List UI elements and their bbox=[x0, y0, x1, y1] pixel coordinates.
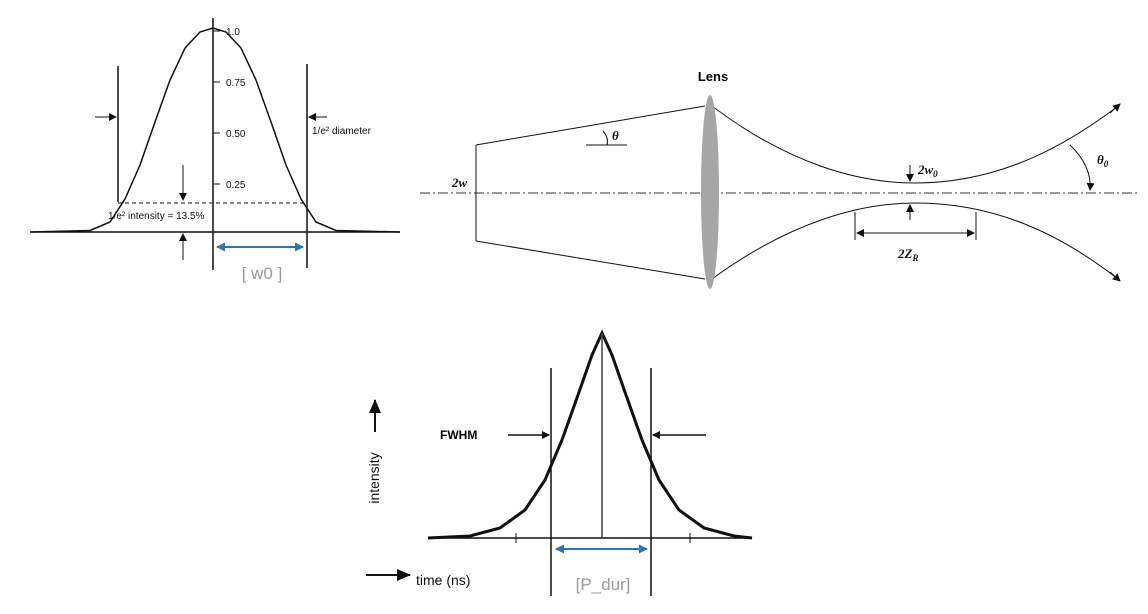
lens-label: Lens bbox=[698, 69, 728, 84]
beam-lower-in bbox=[475, 240, 706, 280]
w0-param: [ w0 ] bbox=[242, 264, 283, 283]
intensity-axis-label: intensity bbox=[366, 452, 382, 503]
beam-upper-in bbox=[475, 105, 706, 146]
diameter-label: 1/e² diameter bbox=[312, 126, 372, 137]
waist-label: 2w0 bbox=[917, 162, 938, 179]
fwhm-label: FWHM bbox=[440, 428, 477, 442]
time-axis-label: time (ns) bbox=[416, 572, 470, 588]
tick-0-50: 0.50 bbox=[226, 129, 246, 140]
tick-0-75: 0.75 bbox=[226, 78, 246, 89]
theta-arc bbox=[602, 130, 608, 146]
divergence-label: θ0 bbox=[1097, 152, 1109, 169]
rayleigh-label: 2ZR bbox=[897, 246, 918, 263]
duration-param: [P_dur] bbox=[576, 575, 631, 594]
beam-2w-label: 2w bbox=[451, 175, 468, 190]
gaussian-beam-profile: 1.0 0.75 0.50 0.25 1/e² diameter 1/e² in… bbox=[29, 18, 401, 283]
theta-label: θ bbox=[612, 128, 619, 143]
tick-0-25: 0.25 bbox=[226, 180, 246, 191]
tick-1-0: 1.0 bbox=[226, 27, 240, 38]
beam-lower-out bbox=[711, 202, 1119, 280]
beam-upper-out bbox=[711, 105, 1119, 184]
divergence-arc bbox=[1069, 144, 1095, 191]
lens-focusing-diagram: Lens θ 2w 2w0 θ0 2ZR bbox=[420, 69, 1140, 289]
lens bbox=[701, 95, 719, 289]
intensity-label: 1/e² intensity = 13.5% bbox=[108, 211, 205, 222]
pulse-profile: FWHM intensity time (ns) [P_dur] bbox=[366, 329, 753, 596]
